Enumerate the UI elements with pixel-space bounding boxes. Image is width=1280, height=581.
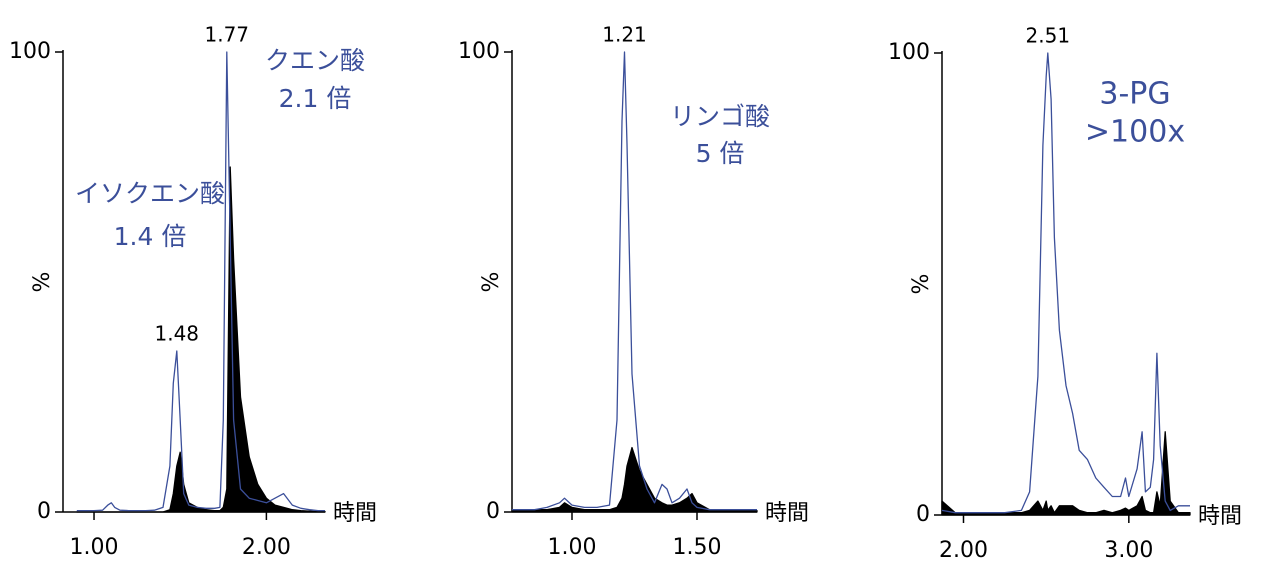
x-axis-label: 時間 bbox=[765, 501, 809, 526]
area bbox=[511, 446, 758, 513]
annotation: クエン酸 bbox=[265, 46, 365, 75]
y-tick-label: 0 bbox=[486, 499, 500, 524]
x-tick-label: 3.00 bbox=[1104, 538, 1153, 563]
y-axis-label: % bbox=[479, 272, 504, 293]
peak-label: 1.48 bbox=[154, 322, 199, 346]
y-tick-label: 0 bbox=[916, 502, 930, 527]
y-tick-label: 100 bbox=[888, 40, 930, 65]
area bbox=[941, 431, 1191, 516]
y-axis-label: % bbox=[30, 272, 55, 293]
y-tick-label: 100 bbox=[458, 39, 500, 64]
x-tick-label: 1.00 bbox=[548, 535, 597, 560]
annotation: イソクエン酸 bbox=[75, 179, 225, 208]
annotation: リンゴ酸 bbox=[670, 102, 770, 131]
line bbox=[512, 51, 757, 511]
annotation: 2.1 倍 bbox=[279, 84, 352, 113]
x-tick-label: 1.50 bbox=[673, 535, 722, 560]
peak-label: 2.51 bbox=[1026, 24, 1071, 48]
annotation: >100x bbox=[1085, 115, 1185, 150]
line bbox=[941, 52, 1190, 514]
y-tick-label: 0 bbox=[37, 499, 51, 524]
x-tick-label: 2.00 bbox=[939, 538, 988, 563]
x-tick-label: 1.00 bbox=[70, 535, 119, 560]
y-axis-label: % bbox=[909, 274, 934, 295]
annotation: 1.4 倍 bbox=[114, 222, 187, 251]
peak-label: 1.77 bbox=[204, 23, 249, 47]
peak-label: 1.21 bbox=[602, 23, 647, 47]
x-axis-label: 時間 bbox=[1198, 504, 1242, 529]
x-axis-label: 時間 bbox=[333, 501, 377, 526]
y-tick-label: 100 bbox=[9, 39, 51, 64]
annotation: 3-PG bbox=[1099, 77, 1170, 112]
line bbox=[76, 51, 325, 512]
x-tick-label: 2.00 bbox=[242, 535, 291, 560]
area bbox=[76, 166, 326, 513]
annotation: 5 倍 bbox=[696, 139, 745, 168]
